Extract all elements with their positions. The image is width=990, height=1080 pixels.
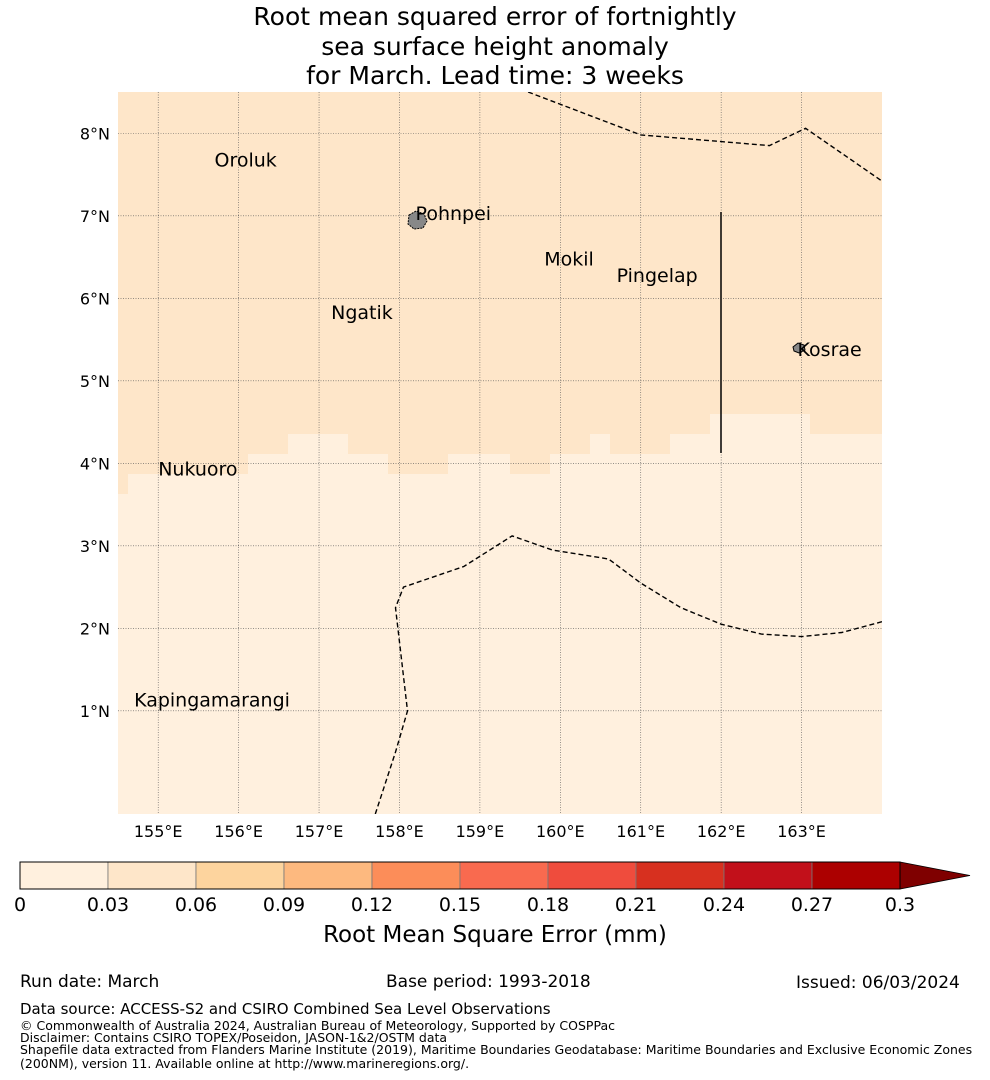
map-plot-area: Oroluk Pohnpei Mokil Pingelap Ngatik Kosrae Nu… — [118, 92, 882, 814]
eez-boundary-line — [527, 92, 882, 182]
colorbar-tick-label: 0.18 — [527, 894, 569, 916]
shapefile-credit-1: Shapefile data extracted from Flanders M… — [20, 1042, 973, 1057]
map-figure: Oroluk Pohnpei Mokil Pingelap Ngatik Kosrae Nu… — [14, 92, 971, 916]
place-label: Pingelap — [617, 265, 698, 287]
place-label: Oroluk — [215, 149, 277, 171]
latitude-tick-label: 2°N — [80, 619, 110, 638]
place-label: Kapingamarangi — [134, 690, 290, 712]
title-line-1: Root mean squared error of fortnightly — [253, 2, 737, 31]
latitude-tick-label: 7°N — [80, 207, 110, 226]
place-label: Kosrae — [798, 339, 862, 361]
colorbar-segment — [547, 861, 637, 890]
colorbar-tick-label: 0.15 — [439, 894, 481, 916]
longitude-tick-label: 161°E — [616, 822, 665, 841]
colorbar-segment — [107, 861, 197, 890]
colorbar-segment — [19, 861, 109, 890]
pohnpei-island — [407, 210, 428, 230]
longitude-tick-label: 158°E — [375, 822, 424, 841]
map-title: Root mean squared error of fortnightly s… — [0, 2, 990, 91]
colorbar-segment — [635, 861, 725, 890]
latitude-tick-label: 6°N — [80, 289, 110, 308]
disclaimer: Disclaimer: Contains CSIRO TOPEX/Poseido… — [20, 1030, 448, 1045]
colorbar-label: Root Mean Square Error (mm) — [323, 922, 667, 948]
kosrae-island — [792, 342, 806, 354]
latitude-tick-label: 3°N — [80, 537, 110, 556]
latitude-tick-label: 1°N — [80, 702, 110, 721]
colorbar-tick-label: 0.06 — [175, 894, 217, 916]
latitude-tick-labels: 1°N 2°N 3°N 4°N 5°N 6°N 7°N 8°N — [80, 124, 110, 721]
data-source: Data source: ACCESS-S2 and CSIRO Combine… — [20, 1000, 551, 1018]
longitude-tick-label: 163°E — [777, 822, 826, 841]
colorbar-tick-label: 0.12 — [351, 894, 393, 916]
latitude-tick-label: 5°N — [80, 372, 110, 391]
longitude-tick-labels: 155°E 156°E 157°E 158°E 159°E 160°E 161°E 162°E… — [134, 822, 826, 841]
colorbar-tick-label: 0.27 — [791, 894, 833, 916]
colorbar-segment — [723, 861, 813, 890]
colorbar-extend-arrow — [899, 861, 971, 890]
colorbar-tick-label: 0.03 — [87, 894, 129, 916]
colorbar-tick-label: 0.3 — [885, 894, 915, 916]
title-line-2: sea surface height anomaly — [321, 31, 669, 61]
place-labels: Oroluk Pohnpei Mokil Pingelap Ngatik Kosrae Nu… — [134, 149, 862, 711]
place-label: Nukuoro — [158, 459, 237, 481]
colorbar-segment — [371, 861, 461, 890]
place-label: Ngatik — [331, 302, 393, 324]
colorbar-tick-label: 0 — [14, 894, 26, 916]
place-label: Mokil — [544, 248, 594, 270]
longitude-tick-label: 156°E — [214, 822, 263, 841]
colorbar-outline — [19, 861, 901, 890]
longitude-tick-label: 157°E — [295, 822, 344, 841]
eez-boundaries — [374, 92, 882, 814]
colorbar-tick-labels: 0 0.03 0.06 0.09 0.12 0.15 0.18 0.21 0.24 0.27 0.3 — [14, 894, 915, 916]
colorbar-segment — [811, 861, 901, 890]
colorbar-segment — [283, 861, 373, 890]
run-date: Run date: March — [20, 972, 160, 992]
title-line-3: for March. Lead time: 3 weeks — [306, 61, 684, 90]
colorbar — [19, 861, 971, 890]
colorbar-tick-label: 0.24 — [703, 894, 745, 916]
longitude-tick-label: 155°E — [134, 822, 183, 841]
latitude-tick-label: 4°N — [80, 454, 110, 473]
shapefile-credit-2: (200NM), version 11. Available online at… — [20, 1056, 470, 1071]
copyright-notice: © Commonwealth of Australia 2024, Austra… — [20, 1018, 615, 1033]
issued-date: Issued: 06/03/2024 — [796, 973, 960, 993]
base-period: Base period: 1993-2018 — [386, 972, 591, 992]
colorbar-segment — [195, 861, 285, 890]
colorbar-tick-label: 0.21 — [615, 894, 657, 916]
longitude-tick-label: 162°E — [697, 822, 746, 841]
place-label: Pohnpei — [416, 203, 492, 225]
colorbar-segment — [459, 861, 549, 890]
latitude-tick-label: 8°N — [80, 124, 110, 143]
rmse-field-low — [118, 414, 882, 814]
colorbar-tick-label: 0.09 — [263, 894, 305, 916]
longitude-tick-label: 159°E — [456, 822, 505, 841]
longitude-tick-label: 160°E — [536, 822, 585, 841]
eez-boundary-line — [374, 535, 882, 814]
